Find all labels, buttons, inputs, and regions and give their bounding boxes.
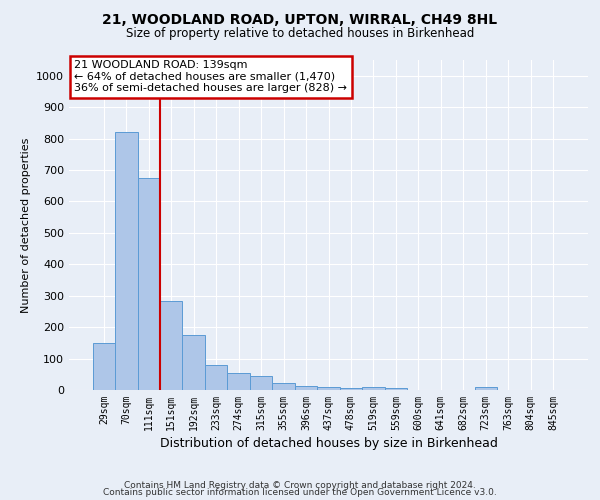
Text: Contains HM Land Registry data © Crown copyright and database right 2024.: Contains HM Land Registry data © Crown c… [124,480,476,490]
Bar [160,301,182,390]
Y-axis label: Number of detached properties: Number of detached properties [20,138,31,312]
Bar [295,386,317,390]
Bar [250,376,272,390]
Bar [92,344,115,390]
Bar [272,383,295,390]
Bar [227,372,250,390]
Text: Contains public sector information licensed under the Open Government Licence v3: Contains public sector information licen… [103,488,497,497]
Text: 21, WOODLAND ROAD, UPTON, WIRRAL, CH49 8HL: 21, WOODLAND ROAD, UPTON, WIRRAL, CH49 8… [103,12,497,26]
Text: Size of property relative to detached houses in Birkenhead: Size of property relative to detached ho… [126,28,474,40]
Bar [115,132,137,390]
Text: 21 WOODLAND ROAD: 139sqm
← 64% of detached houses are smaller (1,470)
36% of sem: 21 WOODLAND ROAD: 139sqm ← 64% of detach… [74,60,347,93]
Bar [475,387,497,390]
Bar [340,388,362,390]
Bar [137,178,160,390]
Bar [182,335,205,390]
Bar [317,388,340,390]
Bar [205,366,227,390]
Bar [385,388,407,390]
X-axis label: Distribution of detached houses by size in Birkenhead: Distribution of detached houses by size … [160,437,497,450]
Bar [362,387,385,390]
